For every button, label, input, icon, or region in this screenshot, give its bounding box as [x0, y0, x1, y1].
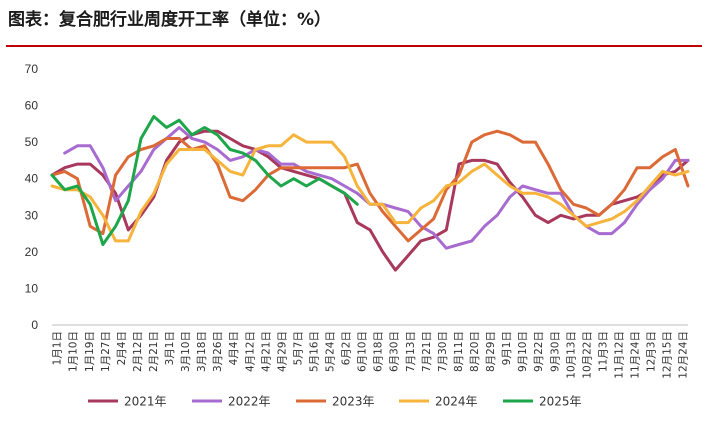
legend-label: 2025年 [539, 395, 582, 409]
series-line [50, 129, 690, 243]
y-axis: 0 10 20 30 40 50 60 70 [25, 62, 39, 332]
x-tick-label: 7月30日 [437, 331, 449, 372]
x-tick-label: 6月10日 [357, 331, 369, 372]
x-tick-label: 6月30日 [389, 331, 401, 372]
x-tick-label: 1月19日 [84, 331, 96, 372]
x-tick-label: 3月26日 [212, 331, 224, 372]
x-tick-label: 10月13日 [565, 331, 577, 379]
legend: 2021年 2022年 2023年 2024年 2025年 [88, 395, 582, 409]
y-tick-label: 10 [25, 281, 39, 295]
x-tick-label: 12月24日 [678, 331, 690, 379]
x-tick-label: 5月24日 [325, 331, 337, 372]
x-tick-label: 11月3日 [597, 331, 609, 372]
legend-label: 2022年 [228, 395, 271, 409]
series-line [50, 115, 359, 246]
x-tick-label: 6月18日 [373, 331, 385, 372]
y-tick-label: 40 [25, 172, 39, 186]
x-tick-label: 5月7日 [292, 331, 304, 365]
x-tick-label: 1月1日 [52, 331, 64, 365]
x-tick-label: 12月3日 [646, 331, 658, 372]
y-tick-label: 0 [31, 318, 38, 332]
x-tick-label: 9月30日 [549, 331, 561, 372]
x-tick-label: 10月22日 [581, 331, 593, 379]
legend-label: 2024年 [435, 395, 478, 409]
series-line [50, 133, 690, 243]
x-tick-label: 4月12日 [244, 331, 256, 372]
x-tick-label: 9月1日 [501, 331, 513, 365]
x-tick-label: 2月12日 [132, 331, 144, 372]
x-tick-label: 2月21日 [148, 331, 160, 372]
legend-label: 2023年 [332, 395, 375, 409]
chart-title: 图表：复合肥行业周度开工率（单位：%） [8, 9, 331, 30]
x-tick-label: 7月21日 [421, 331, 433, 372]
x-tick-label: 4月29日 [276, 331, 288, 372]
x-tick-label: 11月24日 [630, 331, 642, 379]
y-tick-label: 20 [25, 245, 39, 259]
x-tick-label: 6月2日 [341, 331, 353, 365]
x-tick-label: 4月4日 [228, 331, 240, 365]
y-tick-label: 30 [25, 208, 39, 222]
plot-area [50, 115, 690, 272]
x-tick-label: 1月27日 [100, 331, 112, 372]
x-axis: 1月1日 1月10日 1月19日 1月27日 2月4日 2月12日 2月21日 3月1日 3月1… [52, 324, 690, 379]
x-tick-label: 8月20日 [469, 331, 481, 372]
x-tick-label: 4月21日 [260, 331, 272, 372]
x-tick-label: 5月16日 [308, 331, 320, 372]
x-tick-label: 3月18日 [196, 331, 208, 372]
x-tick-label: 9月10日 [517, 331, 529, 372]
legend-label: 2021年 [124, 395, 167, 409]
x-tick-label: 8月29日 [485, 331, 497, 372]
x-tick-label: 7月13日 [405, 331, 417, 372]
x-tick-label: 3月1日 [164, 331, 176, 365]
y-tick-label: 50 [25, 135, 39, 149]
y-tick-label: 60 [25, 99, 39, 113]
x-tick-label: 1月10日 [68, 331, 80, 372]
x-tick-label: 9月22日 [533, 331, 545, 372]
x-tick-label: 12月15日 [662, 331, 674, 379]
x-tick-label: 11月12日 [613, 331, 625, 379]
x-tick-label: 2月4日 [116, 331, 128, 365]
y-tick-label: 70 [25, 62, 39, 76]
x-tick-label: 3月10日 [180, 331, 192, 372]
x-tick-label: 8月11日 [453, 331, 465, 372]
